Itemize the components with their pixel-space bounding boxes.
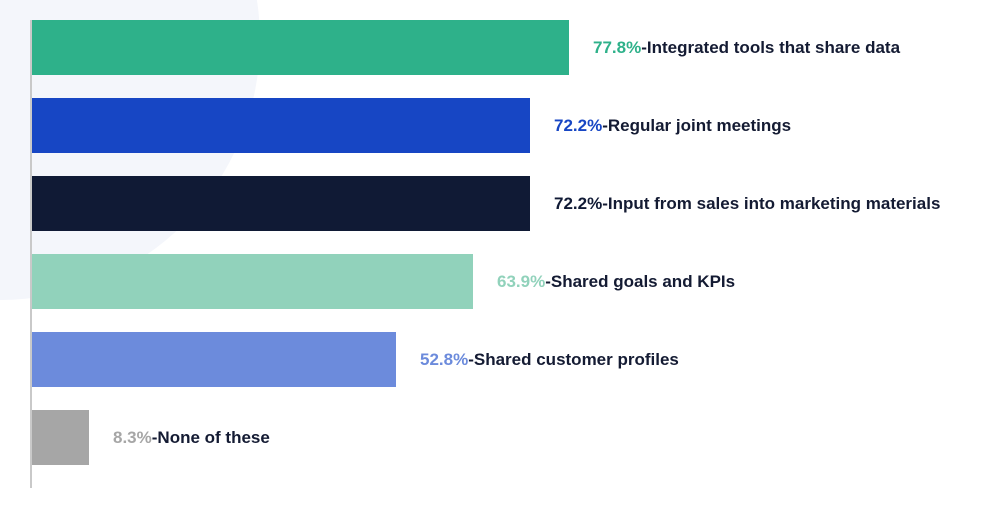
bar-label: 72.2% - Regular joint meetings	[554, 98, 791, 153]
bar	[32, 254, 473, 309]
bar	[32, 410, 89, 465]
bar-row: 77.8% - Integrated tools that share data	[30, 20, 990, 75]
percent-value: 72.2%	[554, 194, 602, 214]
label-text: Input from sales into marketing material…	[608, 194, 941, 214]
label-text: Shared customer profiles	[474, 350, 679, 370]
bar	[32, 332, 396, 387]
bar-label: 77.8% - Integrated tools that share data	[593, 20, 900, 75]
bar-row: 8.3% - None of these	[30, 410, 990, 465]
label-text: Shared goals and KPIs	[551, 272, 735, 292]
bar	[32, 20, 569, 75]
percent-value: 52.8%	[420, 350, 468, 370]
percent-value: 8.3%	[113, 428, 152, 448]
bar-row: 72.2% - Input from sales into marketing …	[30, 176, 990, 231]
label-text: Regular joint meetings	[608, 116, 791, 136]
bar	[32, 176, 530, 231]
bar-row: 52.8% - Shared customer profiles	[30, 332, 990, 387]
bar-row: 63.9% - Shared goals and KPIs	[30, 254, 990, 309]
percent-value: 72.2%	[554, 116, 602, 136]
percent-value: 77.8%	[593, 38, 641, 58]
bar-row: 72.2% - Regular joint meetings	[30, 98, 990, 153]
bar-label: 8.3% - None of these	[113, 410, 270, 465]
label-text: None of these	[157, 428, 269, 448]
bar	[32, 98, 530, 153]
label-text: Integrated tools that share data	[647, 38, 900, 58]
bar-label: 63.9% - Shared goals and KPIs	[497, 254, 735, 309]
horizontal-bar-chart: 77.8% - Integrated tools that share data…	[30, 20, 990, 488]
percent-value: 63.9%	[497, 272, 545, 292]
bar-label: 52.8% - Shared customer profiles	[420, 332, 679, 387]
bar-label: 72.2% - Input from sales into marketing …	[554, 176, 940, 231]
